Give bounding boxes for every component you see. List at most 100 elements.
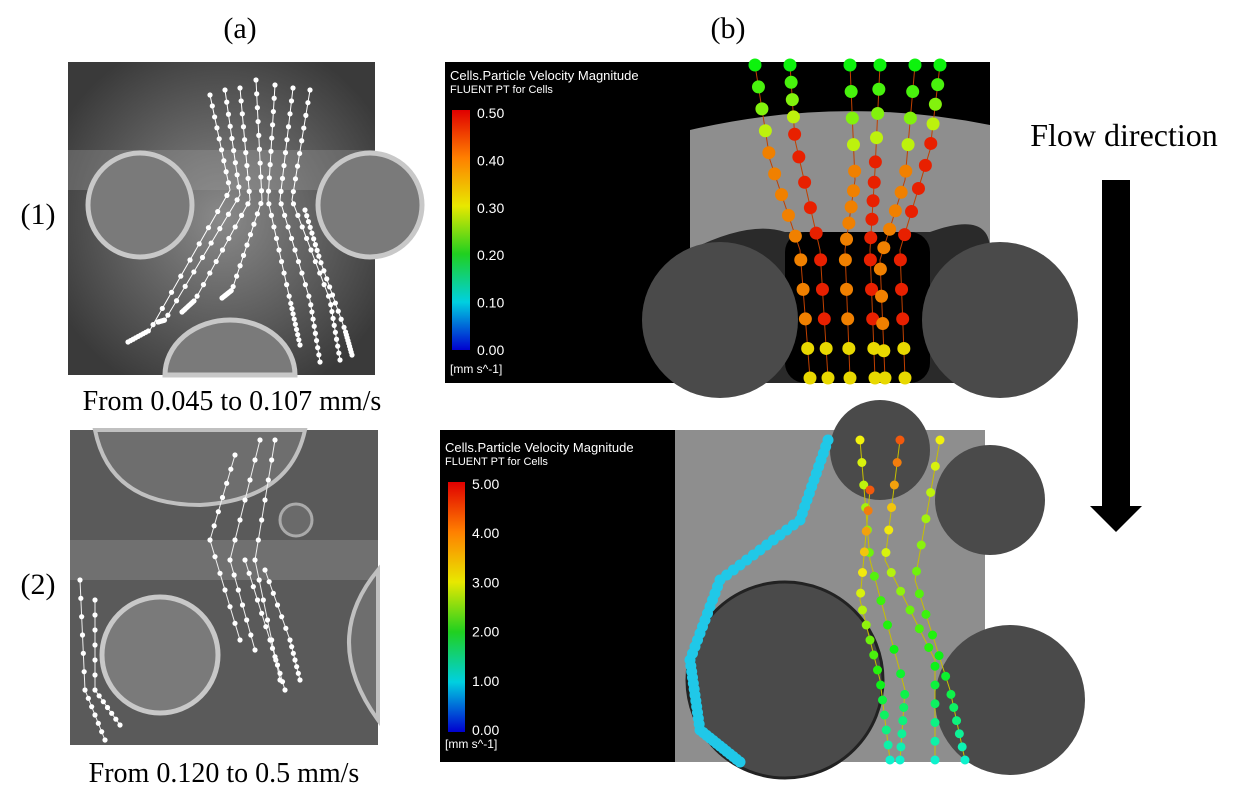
particle bbox=[900, 690, 909, 699]
particle bbox=[931, 662, 940, 671]
particle bbox=[897, 729, 906, 738]
particle bbox=[291, 201, 296, 206]
particle bbox=[253, 77, 258, 82]
particle bbox=[257, 147, 262, 152]
particle bbox=[339, 317, 344, 322]
particle bbox=[886, 756, 895, 765]
particle bbox=[258, 160, 263, 165]
particle bbox=[858, 568, 867, 577]
figure: (a) (b) (1) (2) From 0.045 to 0.107 mm/s… bbox=[0, 0, 1243, 791]
particle bbox=[255, 119, 260, 124]
particle bbox=[864, 253, 877, 266]
particle bbox=[209, 240, 214, 245]
particle bbox=[226, 236, 231, 241]
particle bbox=[314, 338, 319, 343]
particle bbox=[89, 704, 94, 709]
particle bbox=[789, 230, 802, 243]
particle bbox=[841, 312, 854, 325]
particle bbox=[266, 189, 271, 194]
particle bbox=[294, 664, 299, 669]
caption: From 0.045 to 0.107 mm/s bbox=[83, 386, 382, 417]
particle bbox=[845, 85, 858, 98]
particle bbox=[881, 548, 890, 557]
particle bbox=[289, 98, 294, 103]
particle bbox=[801, 342, 814, 355]
particle bbox=[169, 290, 174, 295]
particle bbox=[283, 150, 288, 155]
particle bbox=[869, 155, 882, 168]
particle bbox=[296, 337, 301, 342]
particle bbox=[304, 213, 309, 218]
particle bbox=[822, 372, 835, 385]
particle bbox=[219, 295, 224, 300]
particle bbox=[291, 189, 296, 194]
particle bbox=[293, 176, 298, 181]
particle bbox=[258, 201, 263, 206]
colorbar-title: Cells.Particle Velocity Magnitude bbox=[450, 68, 639, 83]
particle bbox=[125, 339, 130, 344]
particle bbox=[309, 309, 314, 314]
particle bbox=[165, 313, 170, 318]
particle bbox=[899, 372, 912, 385]
particle bbox=[295, 213, 300, 218]
particle bbox=[952, 716, 961, 725]
particle bbox=[337, 357, 342, 362]
particle bbox=[768, 167, 781, 180]
particle bbox=[117, 722, 122, 727]
colorbar-tick-label: 3.00 bbox=[472, 574, 499, 590]
colorbar-tick-label: 2.00 bbox=[472, 624, 499, 640]
particle bbox=[207, 92, 212, 97]
particle bbox=[244, 163, 249, 168]
particle bbox=[252, 647, 257, 652]
particle bbox=[291, 651, 296, 656]
particle bbox=[272, 82, 277, 87]
particle bbox=[255, 597, 260, 602]
particle bbox=[92, 687, 97, 692]
particle bbox=[324, 276, 329, 281]
particle bbox=[856, 589, 865, 598]
particle bbox=[275, 602, 280, 607]
particle bbox=[277, 671, 282, 676]
particle bbox=[307, 87, 312, 92]
particle bbox=[895, 186, 908, 199]
particle bbox=[262, 567, 267, 572]
particle bbox=[896, 756, 905, 765]
particle bbox=[81, 651, 86, 656]
particle bbox=[232, 572, 237, 577]
particle bbox=[902, 138, 915, 151]
particle bbox=[312, 324, 317, 329]
particle bbox=[272, 437, 277, 442]
particle bbox=[884, 526, 893, 535]
particle bbox=[882, 726, 891, 735]
particle bbox=[866, 636, 875, 645]
particle bbox=[216, 509, 221, 514]
particle bbox=[267, 637, 272, 642]
particle bbox=[330, 316, 335, 321]
particle bbox=[239, 98, 244, 103]
particle bbox=[333, 330, 338, 335]
particle bbox=[232, 452, 237, 457]
particle bbox=[292, 247, 297, 252]
particle bbox=[895, 283, 908, 296]
particle bbox=[810, 227, 823, 240]
particle bbox=[752, 80, 765, 93]
colorbar-tick-label: 0.20 bbox=[477, 247, 504, 263]
particle bbox=[785, 76, 798, 89]
particle bbox=[92, 627, 97, 632]
particle bbox=[259, 611, 264, 616]
particle bbox=[896, 587, 905, 596]
row-label: (1) bbox=[21, 198, 56, 231]
particle bbox=[311, 236, 316, 241]
particle bbox=[909, 59, 922, 72]
particle bbox=[226, 212, 231, 217]
particle bbox=[86, 696, 91, 701]
particle bbox=[896, 742, 905, 751]
particle bbox=[786, 93, 799, 106]
particle bbox=[265, 617, 270, 622]
particle bbox=[266, 201, 271, 206]
particle bbox=[302, 207, 307, 212]
particle bbox=[845, 200, 858, 213]
particle bbox=[864, 231, 877, 244]
particle bbox=[99, 729, 104, 734]
particle bbox=[212, 114, 217, 119]
